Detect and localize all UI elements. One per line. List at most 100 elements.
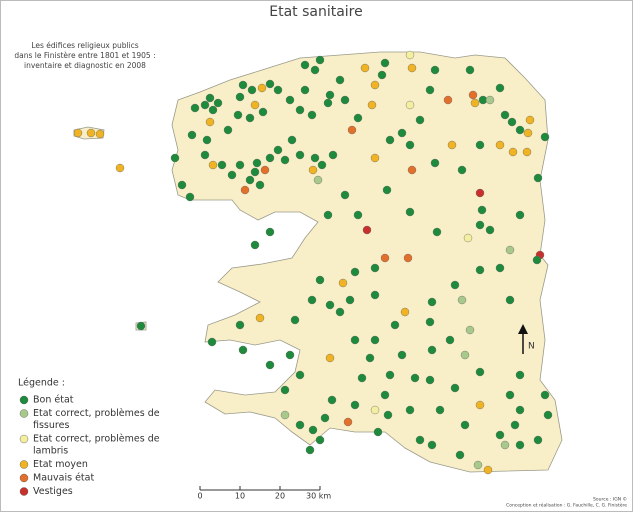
church-dot	[427, 345, 437, 355]
church-dot	[415, 435, 425, 445]
church-dot	[73, 128, 83, 138]
church-dot	[217, 160, 227, 170]
church-dot	[507, 117, 517, 127]
church-dot	[338, 278, 348, 288]
church-dot	[380, 390, 390, 400]
church-dot	[505, 295, 515, 305]
church-dot	[300, 85, 310, 95]
church-dot	[200, 150, 210, 160]
scale-label: 30 km	[306, 492, 331, 501]
church-dot	[427, 440, 437, 450]
church-dot	[370, 290, 380, 300]
church-dot	[463, 233, 473, 243]
church-dot	[233, 110, 243, 120]
church-dot	[177, 180, 187, 190]
church-dot	[273, 145, 283, 155]
church-dot	[223, 125, 233, 135]
church-dot	[475, 188, 485, 198]
church-dot	[405, 50, 415, 60]
church-dot	[235, 320, 245, 330]
church-dot	[255, 180, 265, 190]
church-dot	[485, 95, 495, 105]
legend-label: Etat moyen	[33, 459, 88, 470]
church-dot	[208, 105, 218, 115]
map-title: Etat sanitaire	[269, 4, 363, 20]
church-dot	[250, 167, 260, 177]
church-dot	[295, 105, 305, 115]
church-dot	[115, 163, 125, 173]
church-dot	[325, 353, 335, 363]
church-dot	[370, 263, 380, 273]
church-dot	[465, 65, 475, 75]
church-dot	[425, 85, 435, 95]
church-dot	[310, 153, 320, 163]
church-dot	[280, 410, 290, 420]
church-dot	[383, 410, 393, 420]
church-dot	[473, 460, 483, 470]
church-dot	[425, 317, 435, 327]
legend-label: Etat correct, problèmes de	[33, 408, 160, 419]
church-dot	[405, 207, 415, 217]
church-dot	[377, 70, 387, 80]
church-dot	[310, 65, 320, 75]
church-dot	[430, 65, 440, 75]
church-dot	[515, 370, 525, 380]
church-dot	[240, 185, 250, 195]
church-dot	[313, 175, 323, 185]
church-dot	[335, 75, 345, 85]
church-dot	[250, 240, 260, 250]
church-dot	[247, 85, 257, 95]
church-dot	[457, 165, 467, 175]
north-arrow	[518, 324, 528, 354]
church-dot	[308, 165, 318, 175]
church-dot	[457, 295, 467, 305]
church-dot	[250, 100, 260, 110]
north-label: N	[528, 342, 535, 352]
church-dot	[510, 420, 520, 430]
legend-label: Etat correct, problèmes de	[33, 434, 160, 445]
church-dot	[205, 93, 215, 103]
church-dot	[483, 465, 493, 475]
church-dot	[136, 321, 146, 331]
church-dot	[435, 405, 445, 415]
church-dot	[380, 253, 390, 263]
church-dot	[495, 430, 505, 440]
church-dot	[475, 220, 485, 230]
subtitle: Les édifices religieux publics	[31, 41, 138, 50]
church-dot	[460, 420, 470, 430]
church-dot	[460, 350, 470, 360]
church-dot	[370, 153, 380, 163]
church-dot	[450, 280, 460, 290]
church-dot	[265, 360, 275, 370]
church-dot	[505, 390, 515, 400]
church-dot	[477, 205, 487, 215]
source: Source : IGN ©	[593, 496, 627, 503]
church-dot	[470, 98, 480, 108]
church-dot	[362, 225, 372, 235]
legend-swatch	[19, 473, 29, 483]
church-dot	[353, 113, 363, 123]
church-dot	[425, 375, 435, 385]
church-dot	[410, 373, 420, 383]
church-dot	[245, 113, 255, 123]
church-dot	[213, 98, 223, 108]
subtitle: dans le Finistère entre 1801 et 1905 :	[14, 51, 155, 60]
church-dot	[385, 370, 395, 380]
church-dot	[315, 435, 325, 445]
church-dot	[543, 410, 553, 420]
church-dot	[380, 58, 390, 68]
church-dot	[340, 95, 350, 105]
church-dot	[323, 98, 333, 108]
church-dot	[515, 210, 525, 220]
church-dot	[260, 165, 270, 175]
church-dot	[495, 140, 505, 150]
church-dot	[427, 297, 437, 307]
church-dot	[325, 90, 335, 100]
church-dot	[475, 265, 485, 275]
church-dot	[238, 345, 248, 355]
church-dot	[207, 337, 217, 347]
church-dot	[227, 170, 237, 180]
church-dot	[407, 63, 417, 73]
church-dot	[533, 173, 543, 183]
church-dot	[468, 90, 478, 100]
